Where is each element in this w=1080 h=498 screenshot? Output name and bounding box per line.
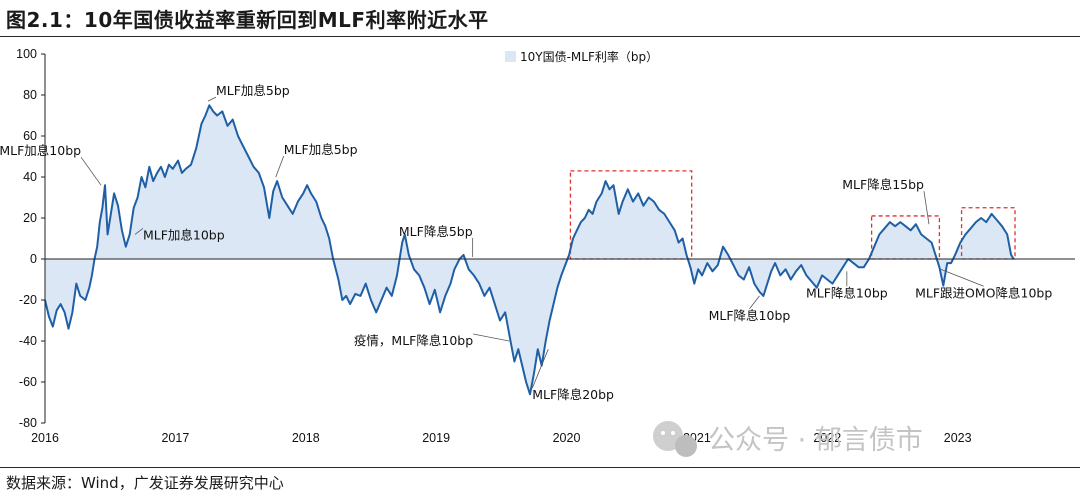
wechat-eye [671, 431, 675, 435]
area-layer [45, 105, 1014, 395]
annotation-label: MLF加息10bp [0, 143, 81, 158]
x-tick-label: 2016 [31, 431, 59, 445]
y-tick-label: 80 [23, 88, 37, 102]
y-tick-label: 20 [23, 211, 37, 225]
annotation-label: MLF加息10bp [143, 227, 225, 242]
axis-layer: -80 -60 -40 -20 0 20 40 60 80 100 2016 2017 2018 2019… [16, 47, 1075, 445]
y-tick-label: 100 [16, 47, 37, 61]
annotation-leader [749, 295, 760, 310]
page-title: 图2.1：10年国债收益率重新回到MLF利率附近水平 [6, 8, 489, 32]
annotation-label: MLF加息5bp [216, 83, 290, 98]
annotation-label: MLF降息10bp [806, 285, 888, 300]
highlight-box-layer [569, 170, 1016, 260]
y-tick-label: 60 [23, 129, 37, 143]
annotation-label: MLF加息5bp [284, 142, 358, 157]
y-tick-label: -40 [19, 334, 37, 348]
annotation-label: MLF降息5bp [399, 224, 473, 239]
source-divider [0, 467, 1080, 468]
annotation-leader [473, 333, 510, 342]
annotation-leader [531, 349, 549, 389]
x-tick-label: 2020 [553, 431, 581, 445]
wechat-bubble-small [675, 435, 697, 457]
annotation-leader [275, 155, 285, 178]
annotation-leader [134, 228, 144, 235]
legend: 10Y国债-MLF利率（bp） [505, 49, 658, 64]
annotation-label: MLF降息15bp [842, 177, 924, 192]
legend-swatch [505, 51, 516, 62]
title-divider [0, 36, 1080, 37]
highlight-box [569, 170, 693, 260]
annotation-label: MLF跟进OMO降息10bp [915, 285, 1052, 300]
highlight-box [960, 207, 1016, 260]
annotation-leader [207, 96, 217, 102]
annotation-label: MLF降息10bp [709, 308, 791, 323]
watermark-text: 公众号 · 郁言债市 [708, 425, 923, 456]
series-line [44, 104, 1015, 396]
y-tick-label: -20 [19, 293, 37, 307]
legend-label: 10Y国债-MLF利率（bp） [520, 49, 658, 64]
x-tick-label: 2017 [161, 431, 189, 445]
x-tick-label: 2023 [944, 431, 972, 445]
watermark: 公众号 · 郁言债市 [653, 421, 923, 457]
annotation-layer: MLF加息10bp MLF加息10bp MLF加息5bp MLF加息5bp MLF降息5… [0, 83, 1052, 402]
annotation-label: MLF降息20bp [532, 387, 614, 402]
y-tick-label: -80 [19, 416, 37, 430]
wechat-eye [661, 431, 665, 435]
y-tick-label: -60 [19, 375, 37, 389]
wechat-icon [653, 421, 697, 457]
leader-layer [80, 96, 984, 389]
x-tick-label: 2019 [422, 431, 450, 445]
line-layer [44, 104, 1015, 396]
annotation-label: 疫情，MLF降息10bp [354, 333, 473, 348]
annotation-leader [923, 191, 930, 225]
annotation-leader [80, 156, 102, 186]
y-tick-label: 40 [23, 170, 37, 184]
x-tick-label: 2018 [292, 431, 320, 445]
source-note: 数据来源：Wind，广发证券发展研究中心 [6, 474, 284, 492]
series-area-fill [45, 105, 1014, 395]
annotation-leader [940, 268, 984, 287]
x-tick-label: 2022 [813, 431, 841, 445]
y-tick-label: 0 [30, 252, 37, 266]
